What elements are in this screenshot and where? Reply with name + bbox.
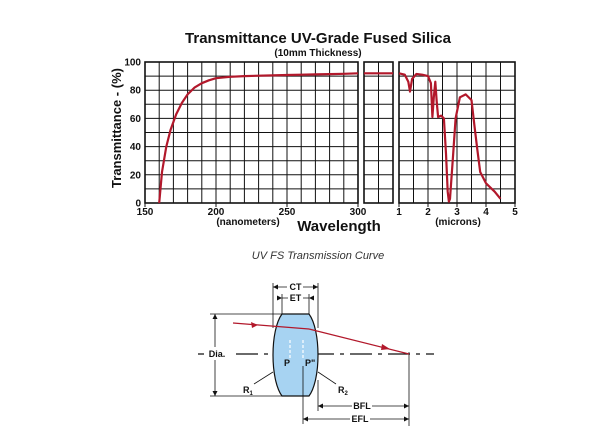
ct-arrow-right	[313, 284, 318, 290]
et-arrow-right	[309, 295, 314, 301]
dia-arrow-bottom	[212, 391, 218, 396]
x-tick-label: 150	[137, 207, 154, 218]
efl-label-bg	[350, 413, 370, 424]
panel-frame	[144, 61, 359, 204]
x-tick-label: 4	[483, 207, 489, 218]
label-p-prime: P"	[305, 358, 315, 368]
chart-panel-3: 1 2 3 4 5	[396, 61, 518, 218]
ray-refracted-arrow	[381, 344, 390, 350]
chart-panels: 150 200 250 300 1 2 3 4 5 0 20 40 60 80 100	[124, 58, 518, 219]
chart-panel-2	[363, 61, 394, 204]
y-tick-label: 40	[130, 142, 142, 153]
ray-incoming	[232, 322, 310, 330]
y-tick-label: 80	[130, 86, 142, 97]
x-tick-label: 250	[279, 207, 296, 218]
x-tick-label: 300	[350, 207, 367, 218]
transmittance-curve-3	[398, 72, 502, 203]
label-p: P	[284, 358, 290, 368]
label-et: ET	[290, 293, 302, 303]
label-dia: Dia.	[209, 349, 226, 359]
x-tick-label: 2	[425, 207, 431, 218]
y-tick-label: 20	[130, 170, 142, 181]
ct-label-bg	[287, 281, 303, 292]
lens-diagram: P P" CT ET Dia. R1 R2	[198, 281, 434, 426]
x-tick-label: 1	[396, 207, 402, 218]
chart-panel-1: 150 200 250 300	[137, 61, 367, 218]
ray-arrow	[251, 322, 258, 328]
x-unit-label-microns: (microns)	[435, 217, 481, 228]
y-axis-label: Transmittance - (%)	[109, 68, 124, 188]
label-bfl: BFL	[353, 401, 371, 411]
r1-leader	[253, 371, 274, 385]
y-tick-label: 60	[130, 114, 142, 125]
x-axis-label: Wavelength	[297, 218, 381, 235]
bfl-arrow-right	[404, 403, 409, 409]
panel-frame	[363, 61, 394, 204]
bfl-arrow-left	[318, 403, 323, 409]
chart-title: Transmittance UV-Grade Fused Silica	[185, 30, 452, 47]
y-tick-label: 0	[135, 199, 141, 210]
et-label-bg	[288, 292, 303, 303]
ray-refracted	[308, 328, 410, 355]
bfl-label-bg	[352, 400, 372, 411]
label-ct: CT	[290, 282, 302, 292]
x-tick-label: 3	[454, 207, 460, 218]
transmittance-curve-1	[158, 72, 359, 204]
ct-arrow-left	[273, 284, 278, 290]
x-unit-label-nm: (nanometers)	[216, 217, 279, 228]
efl-arrow-right	[404, 416, 409, 422]
x-tick-label: 200	[208, 207, 225, 218]
et-arrow-left	[277, 295, 282, 301]
dia-label-bg	[204, 347, 230, 360]
r2-leader	[317, 371, 337, 385]
label-r1: R1	[243, 385, 254, 397]
chart-subtitle: (10mm Thickness)	[274, 48, 361, 59]
x-tick-label: 5	[512, 207, 518, 218]
label-efl: EFL	[352, 414, 370, 424]
label-r2: R2	[338, 385, 349, 397]
efl-arrow-left	[303, 416, 308, 422]
figure-caption: UV FS Transmission Curve	[252, 250, 384, 262]
dia-arrow-top	[212, 314, 218, 319]
y-tick-label: 100	[124, 58, 141, 69]
